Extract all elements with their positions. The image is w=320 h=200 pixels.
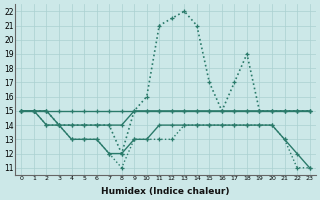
X-axis label: Humidex (Indice chaleur): Humidex (Indice chaleur) [101, 187, 230, 196]
